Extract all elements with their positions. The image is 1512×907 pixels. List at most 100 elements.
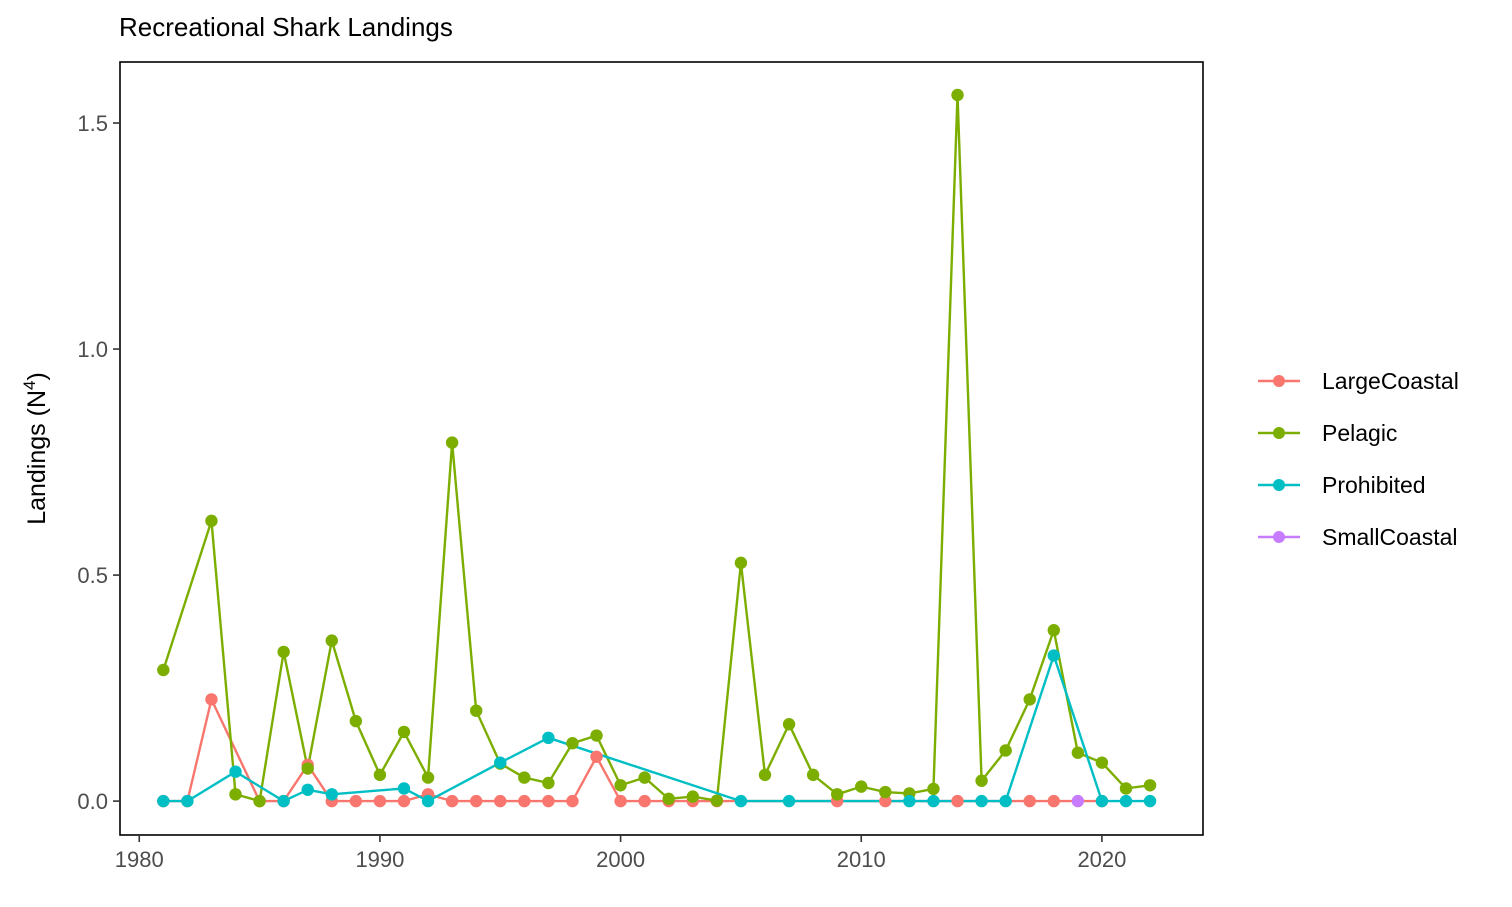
x-tick-label: 2010	[837, 847, 886, 872]
legend-key-point-pelagic	[1273, 427, 1285, 439]
data-point-prohibited	[999, 794, 1012, 808]
data-point-pelagic	[1143, 779, 1157, 792]
data-point-pelagic	[830, 788, 844, 801]
data-point-pelagic	[951, 88, 964, 102]
data-point-pelagic	[614, 779, 627, 792]
data-point-largecoastal	[518, 794, 531, 808]
data-point-largecoastal	[614, 794, 627, 808]
data-point-pelagic	[397, 725, 411, 739]
data-point-prohibited	[397, 782, 411, 795]
y-tick-label: 0.0	[77, 789, 108, 814]
data-point-largecoastal	[1023, 794, 1036, 808]
data-point-largecoastal	[638, 794, 651, 808]
x-tick-label: 1980	[115, 847, 164, 872]
data-point-prohibited	[1119, 794, 1133, 808]
data-point-pelagic	[325, 634, 338, 647]
data-point-largecoastal	[879, 794, 892, 808]
data-point-prohibited	[734, 794, 748, 808]
data-point-prohibited	[157, 794, 170, 808]
data-point-pelagic	[445, 436, 459, 449]
data-point-pelagic	[253, 794, 266, 808]
data-point-pelagic	[975, 774, 988, 787]
legend-key-point-largecoastal	[1273, 375, 1285, 387]
data-point-largecoastal	[397, 794, 411, 808]
data-point-prohibited	[1095, 794, 1109, 808]
data-point-pelagic	[542, 776, 555, 790]
data-point-largecoastal	[349, 794, 363, 808]
data-point-pelagic	[686, 790, 699, 803]
data-point-pelagic	[205, 514, 218, 528]
data-point-largecoastal	[951, 794, 964, 808]
data-point-smallcoastal	[1071, 794, 1085, 808]
legend-label-prohibited: Prohibited	[1322, 472, 1426, 498]
data-point-largecoastal	[1047, 794, 1060, 808]
legend-label-smallcoastal: SmallCoastal	[1322, 524, 1458, 550]
data-point-pelagic	[518, 771, 531, 784]
legend-key-point-smallcoastal	[1273, 531, 1285, 543]
data-point-largecoastal	[373, 794, 387, 808]
data-point-pelagic	[999, 744, 1012, 757]
y-tick-label: 1.0	[77, 337, 108, 362]
data-point-pelagic	[734, 556, 748, 570]
data-point-pelagic	[806, 768, 820, 782]
data-point-largecoastal	[590, 750, 603, 763]
data-point-prohibited	[277, 794, 290, 808]
data-point-pelagic	[782, 718, 796, 731]
data-point-pelagic	[758, 768, 772, 782]
data-point-largecoastal	[566, 794, 579, 808]
data-point-pelagic	[638, 771, 651, 784]
data-point-largecoastal	[205, 693, 218, 706]
data-point-largecoastal	[469, 794, 483, 808]
axis-layer: 1980 1990 2000 2010 2020 0.0 0.5 1.0 1.5 Landings…	[20, 111, 1126, 872]
data-point-pelagic	[855, 780, 868, 793]
legend-label-pelagic: Pelagic	[1322, 420, 1397, 446]
y-tick-label: 1.5	[77, 111, 108, 136]
data-point-pelagic	[566, 737, 579, 750]
data-point-prohibited	[494, 756, 507, 769]
data-point-prohibited	[782, 794, 796, 808]
data-point-pelagic	[662, 792, 675, 806]
data-point-pelagic	[1071, 746, 1085, 759]
legend-key-point-prohibited	[1273, 479, 1285, 491]
data-point-pelagic	[1047, 624, 1060, 637]
data-point-pelagic	[157, 663, 170, 677]
data-point-pelagic	[277, 645, 290, 659]
data-point-pelagic	[879, 785, 892, 799]
data-point-prohibited	[975, 794, 988, 808]
series-line-prohibited	[163, 654, 1151, 803]
data-point-largecoastal	[494, 794, 507, 808]
data-point-pelagic	[349, 714, 363, 728]
data-point-pelagic	[1119, 782, 1133, 795]
data-point-pelagic	[590, 729, 603, 742]
data-point-prohibited	[181, 794, 194, 808]
chart-title: Recreational Shark Landings	[119, 12, 453, 42]
data-point-pelagic	[469, 704, 483, 717]
data-point-prohibited	[1143, 794, 1157, 808]
data-point-pelagic	[1095, 756, 1109, 769]
series-line-pelagic	[162, 93, 1151, 803]
data-point-prohibited	[927, 794, 940, 808]
y-tick-label: 0.5	[77, 563, 108, 588]
data-point-prohibited	[325, 788, 338, 801]
x-tick-label: 2000	[596, 847, 645, 872]
x-tick-label: 2020	[1077, 847, 1126, 872]
series-layer	[157, 88, 1157, 808]
legend-label-largecoastal: LargeCoastal	[1322, 368, 1459, 394]
data-point-prohibited	[1047, 649, 1060, 662]
plot-panel-border	[119, 61, 1204, 836]
data-point-largecoastal	[445, 794, 459, 808]
legend: LargeCoastal Pelagic Prohibited SmallCoasta…	[1258, 368, 1459, 550]
data-point-pelagic	[229, 788, 242, 801]
y-axis-title: Landings (N4)	[20, 372, 51, 525]
data-point-prohibited	[903, 794, 916, 808]
data-point-prohibited	[229, 765, 242, 778]
data-point-prohibited	[301, 783, 314, 796]
data-point-pelagic	[421, 771, 435, 784]
data-point-pelagic	[373, 768, 387, 782]
data-point-prohibited	[421, 794, 435, 808]
x-tick-label: 1990	[355, 847, 404, 872]
data-point-pelagic	[1023, 693, 1036, 706]
data-point-prohibited	[542, 731, 555, 745]
data-point-pelagic	[927, 782, 940, 796]
